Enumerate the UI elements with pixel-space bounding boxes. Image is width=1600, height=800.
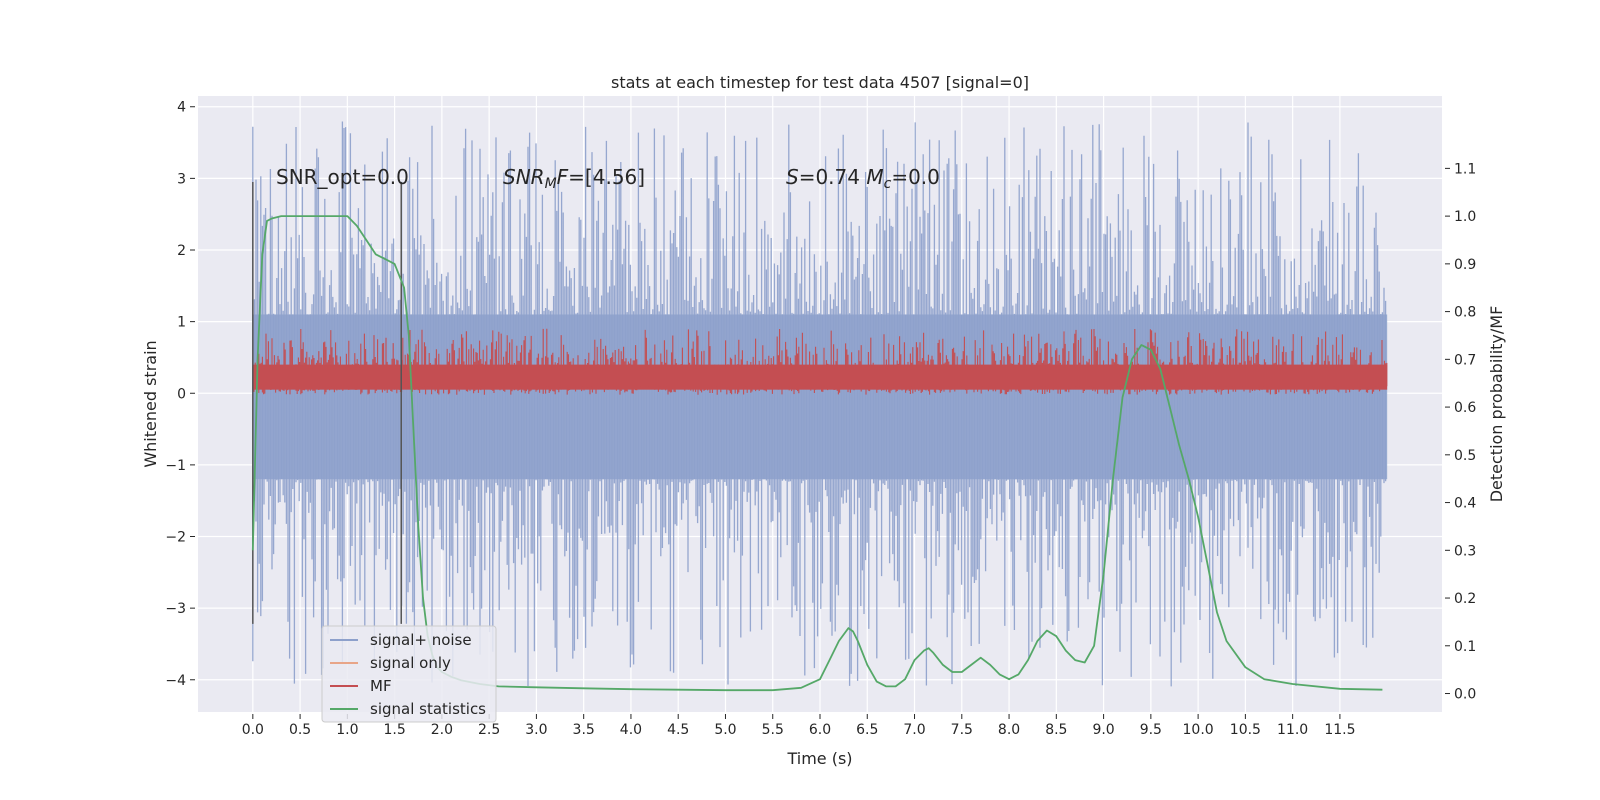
y-tick-label: −4	[165, 673, 186, 689]
y2-tick-label: 1.0	[1454, 209, 1476, 225]
y2-tick-label: 0.9	[1454, 257, 1476, 273]
y-tick-label: −3	[165, 601, 186, 617]
x-tick-label: 6.0	[809, 722, 831, 738]
annotation-snr-mf: SNRMF=[4.56]	[503, 165, 645, 192]
noise-band	[252, 121, 1388, 687]
legend: signal+ noise signal only MF signal stat…	[321, 625, 497, 723]
x-tick-label: 4.5	[667, 722, 689, 738]
y2-tick-label: 0.7	[1454, 352, 1476, 368]
chart-title: stats at each timestep for test data 450…	[611, 73, 1029, 92]
x-tick-label: 0.0	[242, 722, 264, 738]
x-tick-label: 2.0	[431, 722, 453, 738]
x-tick-label: 10.0	[1183, 722, 1214, 738]
x-tick-label: 0.5	[289, 722, 311, 738]
legend-label: signal only	[370, 654, 451, 672]
y-axis-ticks: −4 −3 −2 −1 0 1 2 3 4	[165, 100, 195, 689]
annotation-s-mc: S=0.74 Mc=0.0	[786, 165, 940, 192]
x-tick-label: 7.5	[951, 722, 973, 738]
x-axis-label: Time (s)	[786, 749, 852, 768]
y-tick-label: −1	[165, 458, 186, 474]
x-tick-label: 2.5	[478, 722, 500, 738]
x-tick-label: 6.5	[856, 722, 878, 738]
y-tick-label: −2	[165, 530, 186, 546]
x-tick-label: 8.5	[1045, 722, 1067, 738]
y2-tick-label: 0.3	[1454, 543, 1476, 559]
y-axis-label: Whitened strain	[141, 340, 160, 467]
mf-band	[252, 328, 1388, 395]
x-tick-label: 11.0	[1277, 722, 1308, 738]
x-tick-label: 1.0	[336, 722, 358, 738]
x-tick-label: 1.5	[383, 722, 405, 738]
x-tick-label: 3.0	[525, 722, 547, 738]
annotation-snr-opt: SNR_opt=0.0	[276, 165, 409, 189]
x-tick-label: 9.0	[1092, 722, 1114, 738]
legend-box	[321, 625, 497, 723]
x-tick-label: 10.5	[1230, 722, 1261, 738]
legend-label: signal statistics	[370, 700, 486, 718]
y2-tick-label: 0.8	[1454, 305, 1476, 321]
x-tick-label: 8.0	[998, 722, 1020, 738]
y2-tick-label: 0.4	[1454, 496, 1476, 512]
legend-item-mf: MF	[330, 677, 392, 695]
x-tick-label: 4.0	[620, 722, 642, 738]
y2-axis-label: Detection probability/MF	[1487, 306, 1506, 503]
series-line-signal-statistics	[251, 215, 1383, 692]
legend-item-signal-noise: signal+ noise	[330, 631, 472, 649]
y2-tick-label: 0.1	[1454, 639, 1476, 655]
x-tick-label: 7.0	[903, 722, 925, 738]
series-layer	[251, 215, 1383, 692]
legend-label: MF	[370, 677, 392, 695]
legend-item-signal-statistics: signal statistics	[330, 700, 486, 718]
x-tick-label: 9.5	[1140, 722, 1162, 738]
x-tick-label: 11.5	[1324, 722, 1355, 738]
y2-tick-label: 0.0	[1454, 687, 1476, 703]
y-tick-label: 0	[177, 386, 186, 402]
legend-item-signal-only: signal only	[330, 654, 451, 672]
x-tick-label: 5.5	[762, 722, 784, 738]
y2-tick-label: 0.6	[1454, 400, 1476, 416]
y2-tick-label: 0.2	[1454, 591, 1476, 607]
y2-tick-label: 0.5	[1454, 448, 1476, 464]
y-tick-label: 3	[177, 171, 186, 187]
y-tick-label: 1	[177, 315, 186, 331]
x-tick-label: 3.5	[573, 722, 595, 738]
x-tick-label: 5.0	[714, 722, 736, 738]
x-axis-ticks: 0.0 0.5 1.0 1.5 2.0 2.5 3.0 3.5 4.0 4.5 5.0 5.5 6.0 6…	[242, 714, 1355, 738]
y2-axis-ticks: 0.0 0.1 0.2 0.3 0.4 0.5 0.6 0.7 0.8 0.9 1.0 1.1	[1445, 161, 1476, 703]
legend-label: signal+ noise	[370, 631, 472, 649]
y2-tick-label: 1.1	[1454, 161, 1476, 177]
y-tick-label: 4	[177, 100, 186, 116]
y-tick-label: 2	[177, 243, 186, 259]
